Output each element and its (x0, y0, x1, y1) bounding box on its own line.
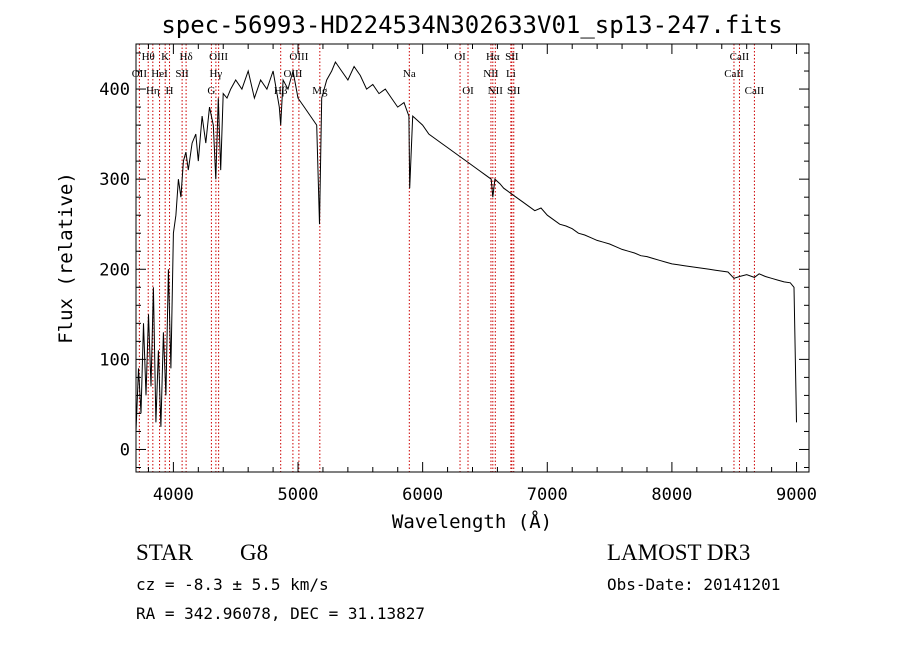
x-axis-label: Wavelength (Å) (392, 510, 552, 533)
observation-date: Obs-Date: 20141201 (607, 575, 780, 594)
spectral-line-label: Hη (146, 85, 160, 97)
spectral-line-label: SII (507, 85, 521, 97)
y-axis-label: Flux (relative) (55, 172, 77, 344)
spectral-line-label: OIII (289, 51, 308, 63)
y-tick-label: 200 (99, 260, 130, 280)
object-subclass: G8 (240, 540, 268, 565)
spectral-line-label: H (166, 85, 174, 97)
spectral-line-label: K (161, 51, 169, 63)
survey-label: LAMOST DR3 (607, 540, 750, 565)
spectral-line-label: SII (505, 51, 519, 63)
spectral-line-markers (138, 44, 755, 472)
spectral-line-label: Hθ (142, 51, 155, 63)
x-tick-label: 4000 (153, 485, 194, 505)
x-tick-label: 9000 (776, 485, 817, 505)
spectral-line-label: Hα (486, 51, 500, 63)
spectral-line-label: HeI (151, 68, 168, 80)
spectral-line-label: OII (132, 68, 148, 80)
spectrum-line (135, 60, 797, 432)
x-tick-label: 8000 (651, 485, 692, 505)
y-tick-label: 100 (99, 350, 130, 370)
spectral-line-label: NII (483, 68, 499, 80)
chart-title: spec-56993-HD224534N302633V01_sp13-247.f… (161, 11, 782, 39)
spectral-line-label: SII (175, 68, 189, 80)
x-tick-label: 5000 (278, 485, 319, 505)
spectral-line-label: NII (488, 85, 504, 97)
x-tick-label: 7000 (527, 485, 568, 505)
spectral-line-label: Mg (312, 85, 328, 97)
y-tick-label: 300 (99, 170, 130, 190)
y-tick-label: 400 (99, 80, 130, 100)
spectral-line-label: Hγ (209, 68, 222, 80)
object-class: STAR (136, 540, 194, 565)
spectral-line-label: G (207, 85, 215, 97)
coordinates-text: RA = 342.96078, DEC = 31.13827 (136, 604, 425, 623)
spectral-line-label: OI (462, 85, 474, 97)
spectral-line-label: CaII (730, 51, 750, 63)
spectral-line-label: OIII (209, 51, 228, 63)
spectral-line-label: Hδ (180, 51, 193, 63)
spectral-line-label: Na (403, 68, 416, 80)
x-tick-label: 6000 (402, 485, 443, 505)
x-axis-ticks: 4000 5000 6000 7000 8000 9000 (147, 44, 817, 505)
spectral-line-label: CaII (745, 85, 765, 97)
spectral-line-label: OI (454, 51, 466, 63)
spectral-line-label: Li (506, 68, 516, 80)
redshift-text: cz = -8.3 ± 5.5 km/s (136, 575, 329, 594)
y-tick-label: 0 (120, 440, 130, 460)
plot-frame (135, 43, 810, 473)
y-axis-ticks: 0 100 200 300 400 (99, 52, 809, 468)
spectral-line-label: CaII (724, 68, 744, 80)
